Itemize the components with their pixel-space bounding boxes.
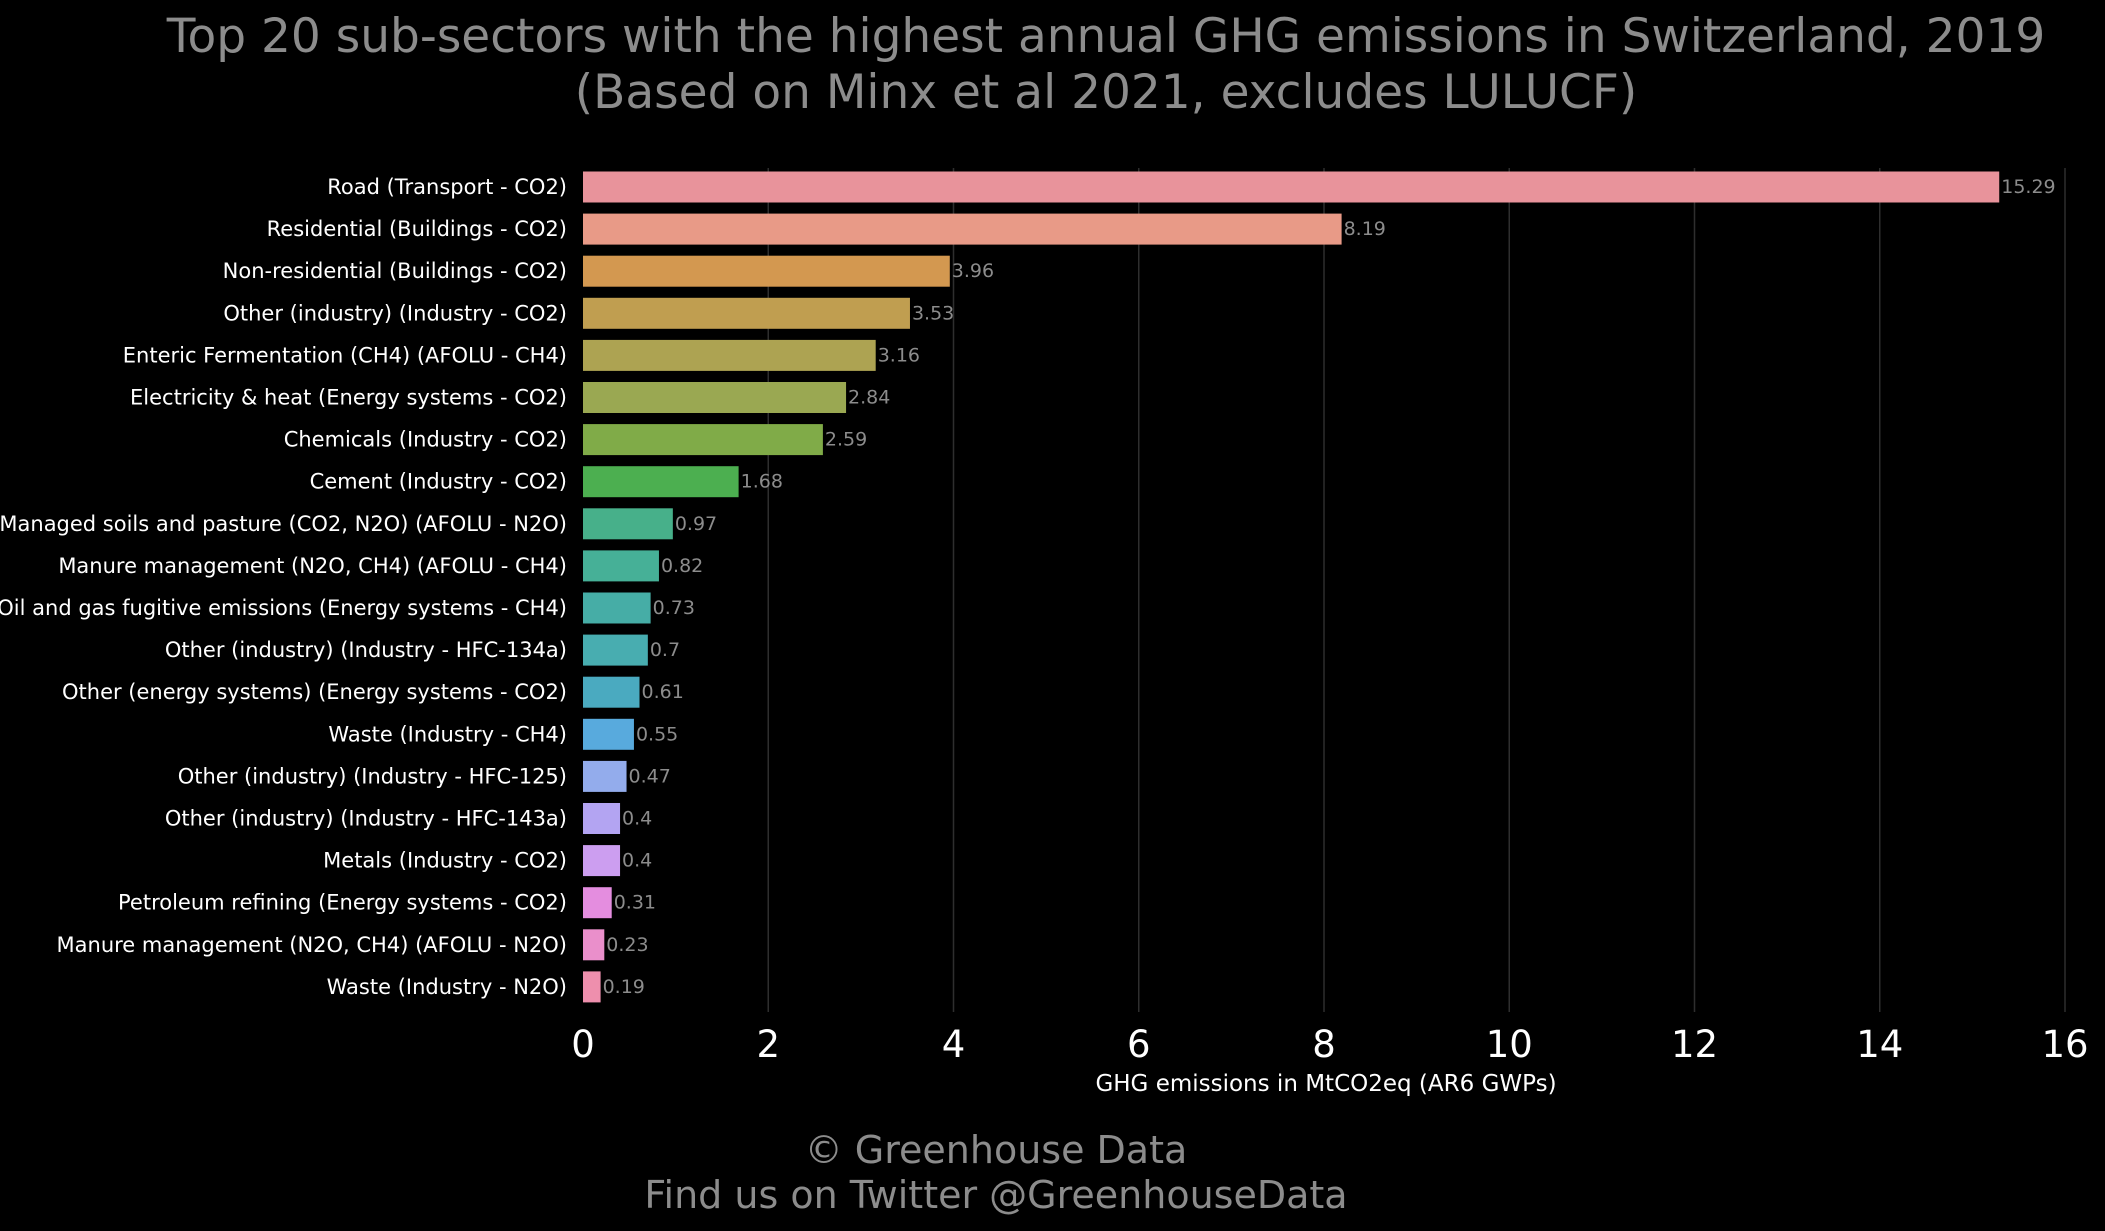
category-label-17: Metals (Industry - CO2) (323, 849, 567, 873)
category-label-9: Managed soils and pasture (CO2, N2O) (AF… (0, 512, 567, 536)
bar-7 (583, 424, 823, 456)
bar-3 (583, 255, 950, 287)
value-label-15: 0.47 (629, 765, 671, 787)
category-label-10: Manure management (N2O, CH4) (AFOLU - CH… (58, 554, 567, 578)
value-label-17: 0.4 (622, 850, 652, 872)
value-labels: 15.29 8.19 3.96 3.53 3.16 2.84 2.59 1.68 0.97 0.8… (603, 176, 2056, 998)
x-tick-label-16: 16 (2041, 1023, 2088, 1066)
bar-8 (583, 466, 739, 498)
value-label-6: 2.84 (848, 387, 890, 409)
value-label-2: 8.19 (1344, 218, 1386, 240)
category-label-12: Other (industry) (Industry - HFC-134a) (165, 638, 567, 662)
bar-19 (583, 929, 605, 961)
category-label-13: Other (energy systems) (Energy systems -… (62, 680, 567, 704)
value-label-7: 2.59 (825, 429, 867, 451)
category-label-16: Other (industry) (Industry - HFC-143a) (165, 807, 567, 831)
bar-15 (583, 760, 627, 792)
category-label-11: Oil and gas fugitive emissions (Energy s… (0, 596, 567, 620)
bar-5 (583, 339, 876, 371)
bar-13 (583, 676, 640, 708)
category-labels: Road (Transport - CO2) Residential (Build… (0, 175, 567, 999)
value-label-11: 0.73 (653, 597, 695, 619)
x-axis-ticks: 0 2 4 6 8 10 12 14 16 (571, 1023, 2088, 1066)
value-label-9: 0.97 (675, 513, 717, 535)
value-label-12: 0.7 (650, 639, 680, 661)
value-label-8: 1.68 (741, 471, 783, 493)
value-label-18: 0.31 (614, 892, 656, 914)
x-tick-label-8: 8 (1312, 1023, 1336, 1066)
chart-title: Top 20 sub-sectors with the highest annu… (166, 9, 2046, 64)
bar-9 (583, 508, 673, 540)
bar-20 (583, 971, 601, 1003)
category-label-20: Waste (Industry - N2O) (327, 975, 567, 999)
x-tick-label-2: 2 (756, 1023, 780, 1066)
footer-twitter: Find us on Twitter @GreenhouseData (644, 1173, 1347, 1217)
bar-10 (583, 550, 659, 582)
bar-18 (583, 887, 612, 919)
bars (583, 171, 2000, 1003)
category-label-15: Other (industry) (Industry - HFC-125) (178, 764, 567, 788)
x-tick-label-12: 12 (1671, 1023, 1718, 1066)
category-label-14: Waste (Industry - CH4) (328, 722, 567, 746)
bar-6 (583, 382, 847, 413)
bar-4 (583, 297, 910, 329)
category-label-5: Enteric Fermentation (CH4) (AFOLU - CH4) (123, 343, 567, 367)
value-label-14: 0.55 (636, 723, 678, 745)
x-axis-title: GHG emissions in MtCO2eq (AR6 GWPs) (1095, 1071, 1556, 1097)
category-label-8: Cement (Industry - CO2) (310, 470, 567, 494)
category-label-6: Electricity & heat (Energy systems - CO2… (130, 386, 567, 410)
value-label-20: 0.19 (603, 976, 645, 998)
category-label-19: Manure management (N2O, CH4) (AFOLU - N2… (57, 933, 567, 957)
value-label-3: 3.96 (952, 260, 994, 282)
category-label-7: Chemicals (Industry - CO2) (284, 428, 567, 452)
x-tick-label-0: 0 (571, 1023, 595, 1066)
value-label-10: 0.82 (661, 555, 703, 577)
bar-12 (583, 634, 648, 666)
x-tick-label-14: 14 (1856, 1023, 1903, 1066)
bar-17 (583, 845, 621, 877)
value-label-5: 3.16 (878, 344, 920, 366)
bar-11 (583, 592, 651, 624)
value-label-1: 15.29 (2001, 176, 2055, 198)
category-label-3: Non-residential (Buildings - CO2) (223, 259, 567, 283)
bar-1 (583, 171, 2000, 203)
value-label-19: 0.23 (606, 934, 648, 956)
value-label-16: 0.4 (622, 808, 652, 830)
bar-14 (583, 718, 634, 750)
bar-2 (583, 213, 1342, 245)
footer-copyright: © Greenhouse Data (805, 1128, 1188, 1172)
chart-subtitle: (Based on Minx et al 2021, excludes LULU… (575, 65, 1637, 120)
category-label-2: Residential (Buildings - CO2) (267, 217, 567, 241)
bar-16 (583, 803, 621, 834)
x-tick-label-10: 10 (1486, 1023, 1533, 1066)
category-label-1: Road (Transport - CO2) (327, 175, 567, 199)
value-label-13: 0.61 (642, 681, 684, 703)
category-label-4: Other (industry) (Industry - CO2) (223, 301, 567, 325)
x-tick-label-6: 6 (1127, 1023, 1151, 1066)
category-label-18: Petroleum refining (Energy systems - CO2… (118, 891, 567, 915)
value-label-4: 3.53 (912, 302, 954, 324)
x-tick-label-4: 4 (942, 1023, 966, 1066)
